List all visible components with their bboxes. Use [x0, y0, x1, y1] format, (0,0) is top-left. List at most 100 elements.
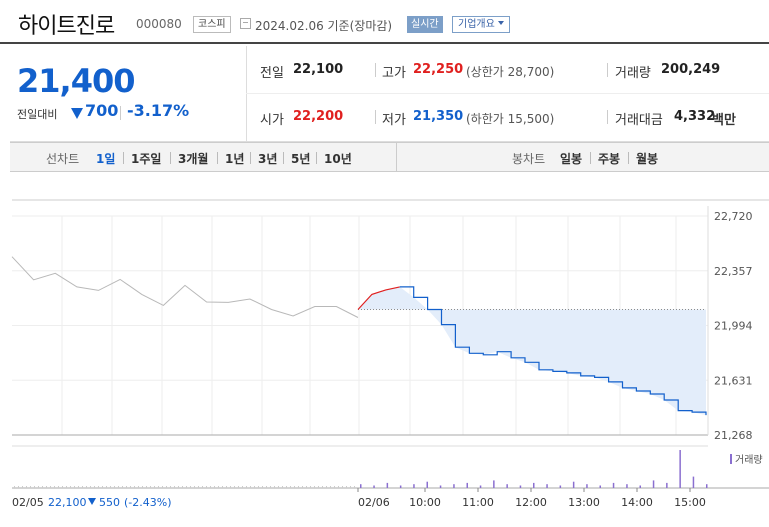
volume-bar [186, 486, 187, 488]
volume-bar [170, 486, 171, 488]
prev-day-line [11, 256, 359, 318]
divider [123, 152, 124, 164]
open-value: 22,200 [293, 109, 344, 124]
volume-bar [322, 486, 323, 488]
volume-bar [242, 486, 243, 488]
volume-bar [162, 486, 163, 488]
volume-bar [238, 486, 239, 488]
volume-bar [182, 486, 183, 488]
volume-bar [18, 486, 19, 488]
volume-bar [326, 486, 327, 488]
volume-bar [110, 486, 111, 488]
volume-bar [86, 486, 87, 488]
volume-bar [706, 484, 708, 488]
volume-bar [222, 486, 223, 488]
down-arrow-icon [88, 498, 96, 505]
footer-date: 02/05 [12, 496, 44, 509]
volume-bar [78, 486, 79, 488]
volume-bar [50, 486, 51, 488]
volume-bar [66, 486, 67, 488]
volume-bar [90, 486, 91, 488]
volume-bar [46, 486, 47, 488]
volume-bar [453, 484, 455, 488]
divider [396, 143, 397, 172]
divider [250, 152, 251, 164]
volume-bar [234, 486, 235, 488]
volume-bar [118, 486, 119, 488]
company-overview-label: 기업개요 [458, 19, 495, 30]
volume-bar [439, 485, 442, 488]
volume-bar [626, 484, 628, 488]
tab-1y[interactable]: 1년 [225, 152, 245, 166]
volume-bar [54, 486, 55, 488]
volume-bar [166, 486, 167, 488]
volume-bar [142, 486, 143, 488]
volume-bar [652, 480, 655, 488]
tab-daily[interactable]: 일봉 [560, 152, 583, 166]
volume-bar [262, 486, 263, 488]
volume-bar [146, 486, 147, 488]
volume-bar [386, 482, 389, 488]
open-label: 시가 [260, 113, 284, 128]
volume-bar [274, 486, 275, 488]
current-price: 21,400 [17, 62, 135, 100]
volume-bar [310, 486, 311, 488]
volume-bar [258, 486, 259, 488]
volume-bar [338, 486, 339, 488]
volume-bar [210, 486, 211, 488]
chevron-down-icon [497, 21, 504, 25]
volume-bar [506, 484, 508, 488]
volume-bar [346, 486, 347, 488]
calendar-icon [240, 18, 251, 29]
change-percent: -3.17% [127, 101, 190, 120]
volume-bar [58, 486, 59, 488]
volume-bar [30, 486, 31, 488]
volume-legend-swatch [730, 454, 732, 464]
y-tick-label: 21,994 [714, 320, 753, 333]
tab-5y[interactable]: 5년 [291, 152, 311, 166]
volume-bar [246, 486, 247, 488]
volume-bar [82, 486, 83, 488]
realtime-button[interactable]: 실시간 [407, 16, 443, 33]
upper-limit: (상한가 28,700) [466, 65, 555, 79]
volume-bar [533, 482, 535, 488]
volume-bar [559, 485, 562, 488]
price-summary: 21,400 전일대비 700 -3.17% 전일 22,100 고가 22,2… [10, 46, 769, 142]
volume-bar [122, 486, 123, 488]
volume-bar [94, 486, 95, 488]
line-chart-label: 선차트 [46, 152, 80, 166]
divider [170, 152, 171, 164]
volume-bar [126, 486, 127, 488]
volume-bar [38, 486, 39, 488]
volume-bar [70, 486, 71, 488]
volume-bar [354, 486, 355, 488]
footer-percent: (-2.43%) [124, 496, 172, 509]
volume-bar [586, 484, 588, 488]
divider [607, 63, 608, 77]
volume-bar [190, 486, 191, 488]
divider [246, 93, 769, 94]
tab-monthly[interactable]: 월봉 [636, 152, 659, 166]
tab-3m[interactable]: 3개월 [178, 152, 209, 166]
tab-1d[interactable]: 1일 [96, 152, 116, 166]
tab-1w[interactable]: 1주일 [131, 152, 162, 166]
price-chart[interactable]: 22,720 22,357 21,994 21,631 21,268 거래량 02/06 10… [0, 176, 769, 527]
volume-bar [198, 486, 199, 488]
volume-bar [134, 486, 135, 488]
y-tick-label: 22,357 [714, 265, 753, 278]
tab-10y[interactable]: 10년 [324, 152, 352, 166]
stock-name: 하이트진로 [18, 14, 115, 39]
volume-bar [290, 486, 291, 488]
volume-bar [413, 484, 415, 488]
tab-weekly[interactable]: 주봉 [598, 152, 621, 166]
x-tick-label: 15:00 [674, 496, 706, 509]
divider [375, 110, 376, 124]
volume-bar [250, 486, 251, 488]
volume-bar [62, 486, 63, 488]
tab-3y[interactable]: 3년 [258, 152, 278, 166]
volume-bar [479, 485, 482, 488]
company-overview-dropdown[interactable]: 기업개요 [452, 16, 510, 33]
volume-bar [22, 486, 23, 488]
volume-bar [466, 482, 468, 488]
price-line-up [357, 286, 400, 310]
